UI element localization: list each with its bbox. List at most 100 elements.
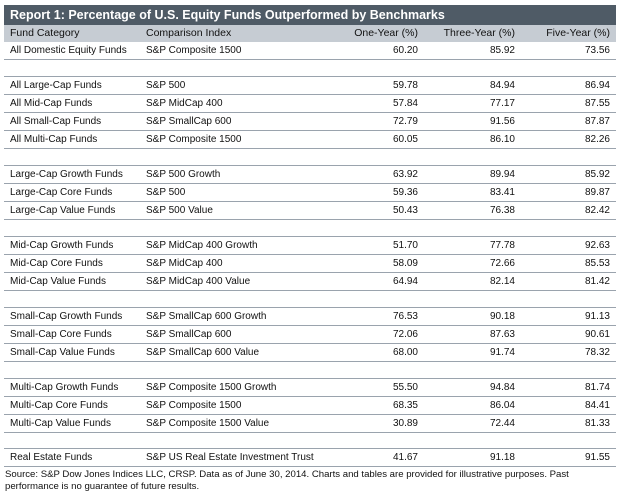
table-row: Mid-Cap Core Funds S&P MidCap 400 58.09 72.… bbox=[4, 255, 616, 273]
one-year-cell: 64.94 bbox=[392, 276, 418, 287]
comparison-index-cell: S&P SmallCap 600 Growth bbox=[146, 311, 267, 322]
three-year-cell: 72.44 bbox=[489, 418, 515, 429]
five-year-cell: 73.56 bbox=[584, 45, 610, 56]
three-year-cell: 86.10 bbox=[489, 134, 515, 145]
comparison-index-cell: S&P SmallCap 600 bbox=[146, 329, 232, 340]
header-fund-category: Fund Category bbox=[10, 27, 80, 39]
three-year-cell: 83.41 bbox=[489, 187, 515, 198]
five-year-cell: 89.87 bbox=[584, 187, 610, 198]
five-year-cell: 84.41 bbox=[584, 400, 610, 411]
table-row: Large-Cap Growth Funds S&P 500 Growth 63.9… bbox=[4, 166, 616, 184]
three-year-cell: 84.94 bbox=[489, 80, 515, 91]
one-year-cell: 50.43 bbox=[392, 205, 418, 216]
five-year-cell: 87.87 bbox=[584, 116, 610, 127]
three-year-cell: 90.18 bbox=[489, 311, 515, 322]
comparison-index-cell: S&P Composite 1500 bbox=[146, 45, 242, 56]
five-year-cell: 91.55 bbox=[584, 452, 610, 463]
fund-category-cell: Mid-Cap Growth Funds bbox=[10, 240, 114, 251]
table-row: Large-Cap Value Funds S&P 500 Value 50.43 7… bbox=[4, 202, 616, 220]
table-row: Small-Cap Value Funds S&P SmallCap 600 Va… bbox=[4, 344, 616, 362]
comparison-index-cell: S&P 500 Growth bbox=[146, 169, 221, 180]
comparison-index-cell: S&P Composite 1500 Value bbox=[146, 418, 270, 429]
group-spacer bbox=[4, 433, 616, 449]
comparison-index-cell: S&P Composite 1500 Growth bbox=[146, 382, 277, 393]
three-year-cell: 77.78 bbox=[489, 240, 515, 251]
table-header: Fund Category Comparison Index One-Year … bbox=[4, 25, 616, 42]
one-year-cell: 72.79 bbox=[392, 116, 418, 127]
fund-category-cell: Large-Cap Value Funds bbox=[10, 205, 116, 216]
fund-category-cell: Small-Cap Core Funds bbox=[10, 329, 112, 340]
fund-category-cell: Mid-Cap Core Funds bbox=[10, 258, 103, 269]
one-year-cell: 59.36 bbox=[392, 187, 418, 198]
comparison-index-cell: S&P MidCap 400 Value bbox=[146, 276, 251, 287]
fund-category-cell: Small-Cap Value Funds bbox=[10, 347, 115, 358]
one-year-cell: 58.09 bbox=[392, 258, 418, 269]
three-year-cell: 72.66 bbox=[489, 258, 515, 269]
fund-category-cell: All Multi-Cap Funds bbox=[10, 134, 98, 145]
comparison-index-cell: S&P MidCap 400 bbox=[146, 258, 223, 269]
three-year-cell: 82.14 bbox=[489, 276, 515, 287]
fund-category-cell: Multi-Cap Growth Funds bbox=[10, 382, 119, 393]
report-table: Report 1: Percentage of U.S. Equity Fund… bbox=[4, 5, 616, 467]
table-row: All Domestic Equity Funds S&P Composite 1… bbox=[4, 42, 616, 60]
one-year-cell: 72.06 bbox=[392, 329, 418, 340]
fund-category-cell: Large-Cap Growth Funds bbox=[10, 169, 123, 180]
comparison-index-cell: S&P SmallCap 600 Value bbox=[146, 347, 260, 358]
table-row: All Large-Cap Funds S&P 500 59.78 84.94 86.9… bbox=[4, 77, 616, 95]
three-year-cell: 85.92 bbox=[489, 45, 515, 56]
one-year-cell: 76.53 bbox=[392, 311, 418, 322]
comparison-index-cell: S&P Composite 1500 bbox=[146, 400, 242, 411]
table-body: All Domestic Equity Funds S&P Composite 1… bbox=[4, 42, 616, 467]
table-row: All Mid-Cap Funds S&P MidCap 400 57.84 77.1… bbox=[4, 95, 616, 113]
table-row: Mid-Cap Value Funds S&P MidCap 400 Value 6… bbox=[4, 273, 616, 291]
one-year-cell: 55.50 bbox=[392, 382, 418, 393]
three-year-cell: 77.17 bbox=[489, 98, 515, 109]
five-year-cell: 81.33 bbox=[584, 418, 610, 429]
five-year-cell: 85.53 bbox=[584, 258, 610, 269]
fund-category-cell: Mid-Cap Value Funds bbox=[10, 276, 106, 287]
comparison-index-cell: S&P 500 bbox=[146, 80, 186, 91]
fund-category-cell: Multi-Cap Core Funds bbox=[10, 400, 108, 411]
three-year-cell: 87.63 bbox=[489, 329, 515, 340]
one-year-cell: 57.84 bbox=[392, 98, 418, 109]
header-five-year: Five-Year (%) bbox=[546, 27, 610, 39]
table-row: Large-Cap Core Funds S&P 500 59.36 83.41 89.… bbox=[4, 184, 616, 202]
table-row: Real Estate Funds S&P US Real Estate Inve… bbox=[4, 449, 616, 467]
comparison-index-cell: S&P 500 bbox=[146, 187, 186, 198]
group-spacer bbox=[4, 60, 616, 77]
fund-category-cell: Multi-Cap Value Funds bbox=[10, 418, 111, 429]
source-note: Source: S&P Dow Jones Indices LLC, CRSP.… bbox=[5, 469, 569, 492]
header-one-year: One-Year (%) bbox=[354, 27, 418, 39]
one-year-cell: 30.89 bbox=[392, 418, 418, 429]
one-year-cell: 68.00 bbox=[392, 347, 418, 358]
group-spacer bbox=[4, 220, 616, 237]
comparison-index-cell: S&P MidCap 400 Growth bbox=[146, 240, 258, 251]
fund-category-cell: Large-Cap Core Funds bbox=[10, 187, 113, 198]
three-year-cell: 91.18 bbox=[489, 452, 515, 463]
five-year-cell: 82.26 bbox=[584, 134, 610, 145]
table-row: Multi-Cap Growth Funds S&P Composite 1500… bbox=[4, 379, 616, 397]
report-title: Report 1: Percentage of U.S. Equity Fund… bbox=[4, 5, 616, 25]
one-year-cell: 60.05 bbox=[392, 134, 418, 145]
five-year-cell: 82.42 bbox=[584, 205, 610, 216]
three-year-cell: 76.38 bbox=[489, 205, 515, 216]
five-year-cell: 90.61 bbox=[584, 329, 610, 340]
fund-category-cell: All Small-Cap Funds bbox=[10, 116, 102, 127]
table-row: Small-Cap Core Funds S&P SmallCap 600 72.0… bbox=[4, 326, 616, 344]
five-year-cell: 91.13 bbox=[584, 311, 610, 322]
three-year-cell: 89.94 bbox=[489, 169, 515, 180]
group-spacer bbox=[4, 149, 616, 166]
table-row: Mid-Cap Growth Funds S&P MidCap 400 Growt… bbox=[4, 237, 616, 255]
fund-category-cell: All Domestic Equity Funds bbox=[10, 45, 127, 56]
table-row: Small-Cap Growth Funds S&P SmallCap 600 G… bbox=[4, 308, 616, 326]
comparison-index-cell: S&P MidCap 400 bbox=[146, 98, 223, 109]
header-comparison-index: Comparison Index bbox=[146, 27, 232, 39]
three-year-cell: 91.74 bbox=[489, 347, 515, 358]
fund-category-cell: Real Estate Funds bbox=[10, 452, 93, 463]
five-year-cell: 86.94 bbox=[584, 80, 610, 91]
one-year-cell: 41.67 bbox=[392, 452, 418, 463]
comparison-index-cell: S&P Composite 1500 bbox=[146, 134, 242, 145]
one-year-cell: 63.92 bbox=[392, 169, 418, 180]
table-row: Multi-Cap Value Funds S&P Composite 1500 … bbox=[4, 415, 616, 433]
five-year-cell: 81.74 bbox=[584, 382, 610, 393]
